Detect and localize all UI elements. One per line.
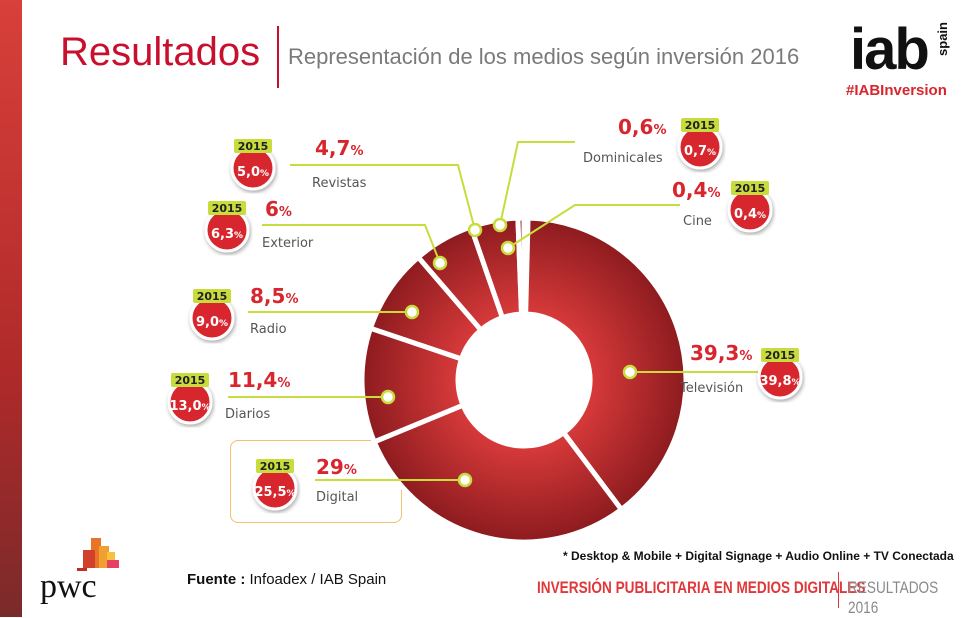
- badge-2015: 2015 5,0%: [230, 139, 276, 191]
- category-label: Revistas: [312, 176, 367, 191]
- badge-year: 2015: [175, 374, 206, 387]
- category-label: Digital: [316, 490, 358, 505]
- badge-year: 2015: [260, 460, 291, 473]
- badge-2015: 2015 6,3%: [204, 201, 250, 253]
- page-title: Resultados: [60, 30, 261, 74]
- badge-year: 2015: [212, 202, 243, 215]
- value-label: 8,5%: [250, 284, 298, 308]
- callout-diarios: 11,4% Diarios 2015 13,0%: [167, 368, 396, 425]
- source: Fuente : Infoadex / IAB Spain: [187, 571, 386, 588]
- callout-revistas: 4,7% Revistas 2015 5,0%: [230, 136, 483, 238]
- category-label: Radio: [250, 322, 287, 337]
- iab-logo: iab: [850, 17, 930, 82]
- callout-cine: 0,4% Cine 2015 0,4%: [500, 178, 773, 256]
- badge-2015: 2015 9,0%: [189, 289, 235, 341]
- leader-dot: [467, 222, 483, 238]
- category-label: Diarios: [225, 407, 270, 422]
- badge-value: 39,8%: [759, 374, 800, 389]
- value-label: 0,4%: [672, 178, 720, 202]
- badge-2015: 2015 0,7%: [677, 118, 723, 170]
- category-label: Dominicales: [583, 151, 663, 166]
- source-text: Infoadex / IAB Spain: [245, 571, 387, 588]
- value-label: 29%: [316, 455, 357, 479]
- slice-televisión: [523, 215, 689, 513]
- value-label: 4,7%: [315, 136, 363, 160]
- category-label: Exterior: [262, 236, 314, 251]
- badge-value: 13,0%: [169, 399, 210, 414]
- callout-televisión: 39,3% Televisión 2015 39,8%: [622, 341, 803, 400]
- badge-year: 2015: [765, 349, 796, 362]
- callout-exterior: 6% Exterior 2015 6,3%: [204, 197, 448, 271]
- leader-dot: [380, 389, 396, 405]
- leader-line: [507, 204, 680, 249]
- badge-2015: 2015 39,8%: [757, 348, 803, 400]
- pwc-logo-mark: [77, 538, 119, 571]
- banner-divider: [838, 572, 839, 608]
- banner-right: RESULTADOS 2016: [848, 578, 939, 617]
- leader-dot: [432, 255, 448, 271]
- slice-digital: [370, 401, 625, 545]
- leader-dot: [492, 217, 508, 233]
- title-divider: [277, 26, 279, 88]
- badge-value: 6,3%: [211, 227, 243, 242]
- badge-value: 0,4%: [734, 207, 766, 222]
- value-label: 0,6%: [618, 115, 666, 139]
- value-label: 39,3%: [690, 341, 752, 365]
- leader-dot: [622, 364, 638, 380]
- badge-value: 5,0%: [237, 165, 269, 180]
- callout-radio: 8,5% Radio 2015 9,0%: [189, 284, 420, 341]
- badge-year: 2015: [197, 290, 228, 303]
- value-label: 6%: [265, 197, 292, 221]
- badge-year: 2015: [238, 140, 269, 153]
- badge-value: 0,7%: [684, 144, 716, 159]
- badge-year: 2015: [685, 119, 716, 132]
- source-label: Fuente :: [187, 571, 246, 588]
- leader-line: [499, 141, 575, 226]
- banner-left: INVERSIÓN PUBLICITARIA EN MEDIOS DIGITAL…: [537, 578, 866, 597]
- badge-value: 9,0%: [196, 315, 228, 330]
- footnote: * Desktop & Mobile + Digital Signage + A…: [563, 549, 954, 563]
- slice-dominicales: [515, 215, 527, 317]
- callout-dominicales: 0,6% Dominicales 2015 0,7%: [492, 115, 723, 233]
- leader-line: [290, 164, 476, 231]
- badge-value: 25,5%: [254, 485, 295, 500]
- leader-dot: [404, 304, 420, 320]
- badge-2015: 2015 13,0%: [167, 373, 213, 425]
- badge-year: 2015: [735, 182, 766, 195]
- page-subtitle: Representación de los medios según inver…: [288, 44, 800, 69]
- leader-dot: [500, 240, 516, 256]
- leader-dot: [457, 472, 473, 488]
- category-label: Cine: [683, 214, 712, 229]
- badge-2015: 2015 0,4%: [727, 181, 773, 233]
- callout-digital: 29% Digital 2015 25,5%: [252, 455, 473, 511]
- hashtag: #IABInversion: [846, 82, 947, 99]
- left-accent-bar: [0, 0, 22, 617]
- badge-2015: 2015 25,5%: [252, 459, 298, 511]
- category-label: Televisión: [679, 381, 743, 396]
- value-label: 11,4%: [228, 368, 290, 392]
- pwc-logo: pwc: [40, 568, 97, 605]
- leader-line: [262, 224, 441, 264]
